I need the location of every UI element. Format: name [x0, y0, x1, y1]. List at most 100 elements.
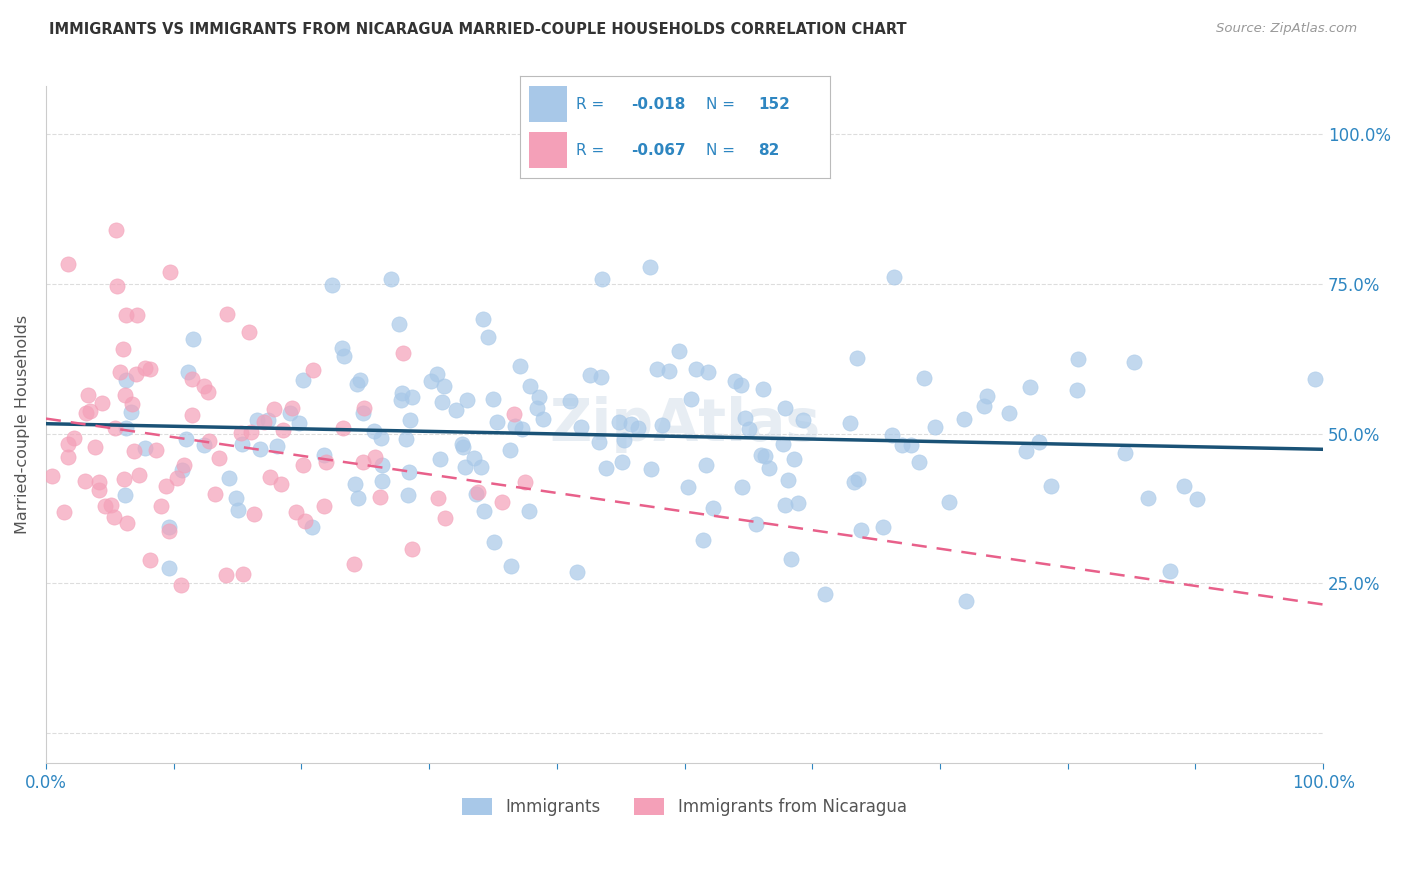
- Text: N =: N =: [706, 96, 740, 112]
- Point: [371, 475, 394, 489]
- Point: [444, 403, 467, 417]
- Point: [731, 480, 754, 494]
- Point: [450, 437, 472, 451]
- Point: [792, 413, 814, 427]
- Point: [56, 450, 79, 464]
- Point: [346, 376, 368, 391]
- Point: [464, 486, 486, 500]
- Point: [114, 388, 136, 402]
- Point: [571, 419, 593, 434]
- Point: [745, 517, 768, 532]
- Point: [128, 467, 150, 482]
- Point: [245, 413, 267, 427]
- Point: [288, 417, 311, 431]
- Point: [56, 257, 79, 271]
- Text: R =: R =: [576, 143, 609, 158]
- Point: [159, 524, 181, 538]
- Point: [845, 351, 868, 366]
- Point: [499, 558, 522, 573]
- Point: [567, 565, 589, 579]
- Point: [591, 272, 613, 286]
- Point: [640, 462, 662, 476]
- Point: [420, 375, 443, 389]
- Point: [391, 386, 413, 401]
- Point: [121, 397, 143, 411]
- Point: [380, 272, 402, 286]
- Point: [1066, 383, 1088, 397]
- Point: [364, 450, 387, 465]
- Point: [467, 485, 489, 500]
- Point: [181, 408, 204, 422]
- Point: [775, 498, 797, 512]
- Point: [776, 473, 799, 487]
- Point: [872, 520, 894, 534]
- Point: [1015, 443, 1038, 458]
- Point: [249, 442, 271, 456]
- Point: [157, 561, 180, 575]
- Point: [395, 432, 418, 446]
- Point: [1185, 492, 1208, 507]
- Point: [697, 365, 720, 379]
- Point: [451, 440, 474, 454]
- Point: [651, 417, 673, 432]
- Bar: [530, 87, 567, 122]
- Point: [155, 478, 177, 492]
- Point: [84, 440, 107, 454]
- Point: [285, 505, 308, 519]
- Point: [149, 499, 172, 513]
- Point: [907, 454, 929, 468]
- Point: [198, 434, 221, 448]
- Point: [218, 471, 240, 485]
- Point: [401, 390, 423, 404]
- Text: -0.018: -0.018: [631, 96, 686, 112]
- Point: [589, 370, 612, 384]
- Point: [976, 389, 998, 403]
- Point: [531, 412, 554, 426]
- Point: [482, 535, 505, 549]
- Point: [174, 432, 197, 446]
- Point: [294, 514, 316, 528]
- Point: [139, 552, 162, 566]
- Point: [273, 424, 295, 438]
- Point: [292, 458, 315, 472]
- Point: [145, 442, 167, 457]
- Point: [955, 593, 977, 607]
- Point: [780, 552, 803, 566]
- Text: 82: 82: [758, 143, 780, 158]
- Point: [105, 279, 128, 293]
- Point: [737, 422, 759, 436]
- Point: [115, 308, 138, 322]
- Point: [510, 422, 533, 436]
- Point: [463, 451, 485, 466]
- Point: [749, 448, 772, 462]
- Point: [1028, 435, 1050, 450]
- Point: [426, 367, 449, 381]
- Point: [427, 491, 450, 505]
- Point: [193, 379, 215, 393]
- Point: [1173, 479, 1195, 493]
- Point: [558, 394, 581, 409]
- Point: [486, 415, 509, 429]
- Point: [645, 362, 668, 376]
- Point: [259, 470, 281, 484]
- Point: [257, 412, 280, 426]
- Point: [138, 362, 160, 376]
- Point: [172, 462, 194, 476]
- Bar: [530, 132, 567, 168]
- Point: [814, 587, 837, 601]
- Point: [607, 415, 630, 429]
- Point: [519, 379, 541, 393]
- Point: [58, 437, 80, 451]
- Point: [170, 578, 193, 592]
- Point: [509, 359, 531, 373]
- Point: [181, 332, 204, 346]
- Point: [1123, 355, 1146, 369]
- Point: [134, 441, 156, 455]
- Point: [527, 390, 550, 404]
- Point: [89, 475, 111, 489]
- Point: [371, 458, 394, 472]
- Point: [166, 470, 188, 484]
- Point: [595, 461, 617, 475]
- Point: [134, 361, 156, 376]
- Point: [347, 491, 370, 505]
